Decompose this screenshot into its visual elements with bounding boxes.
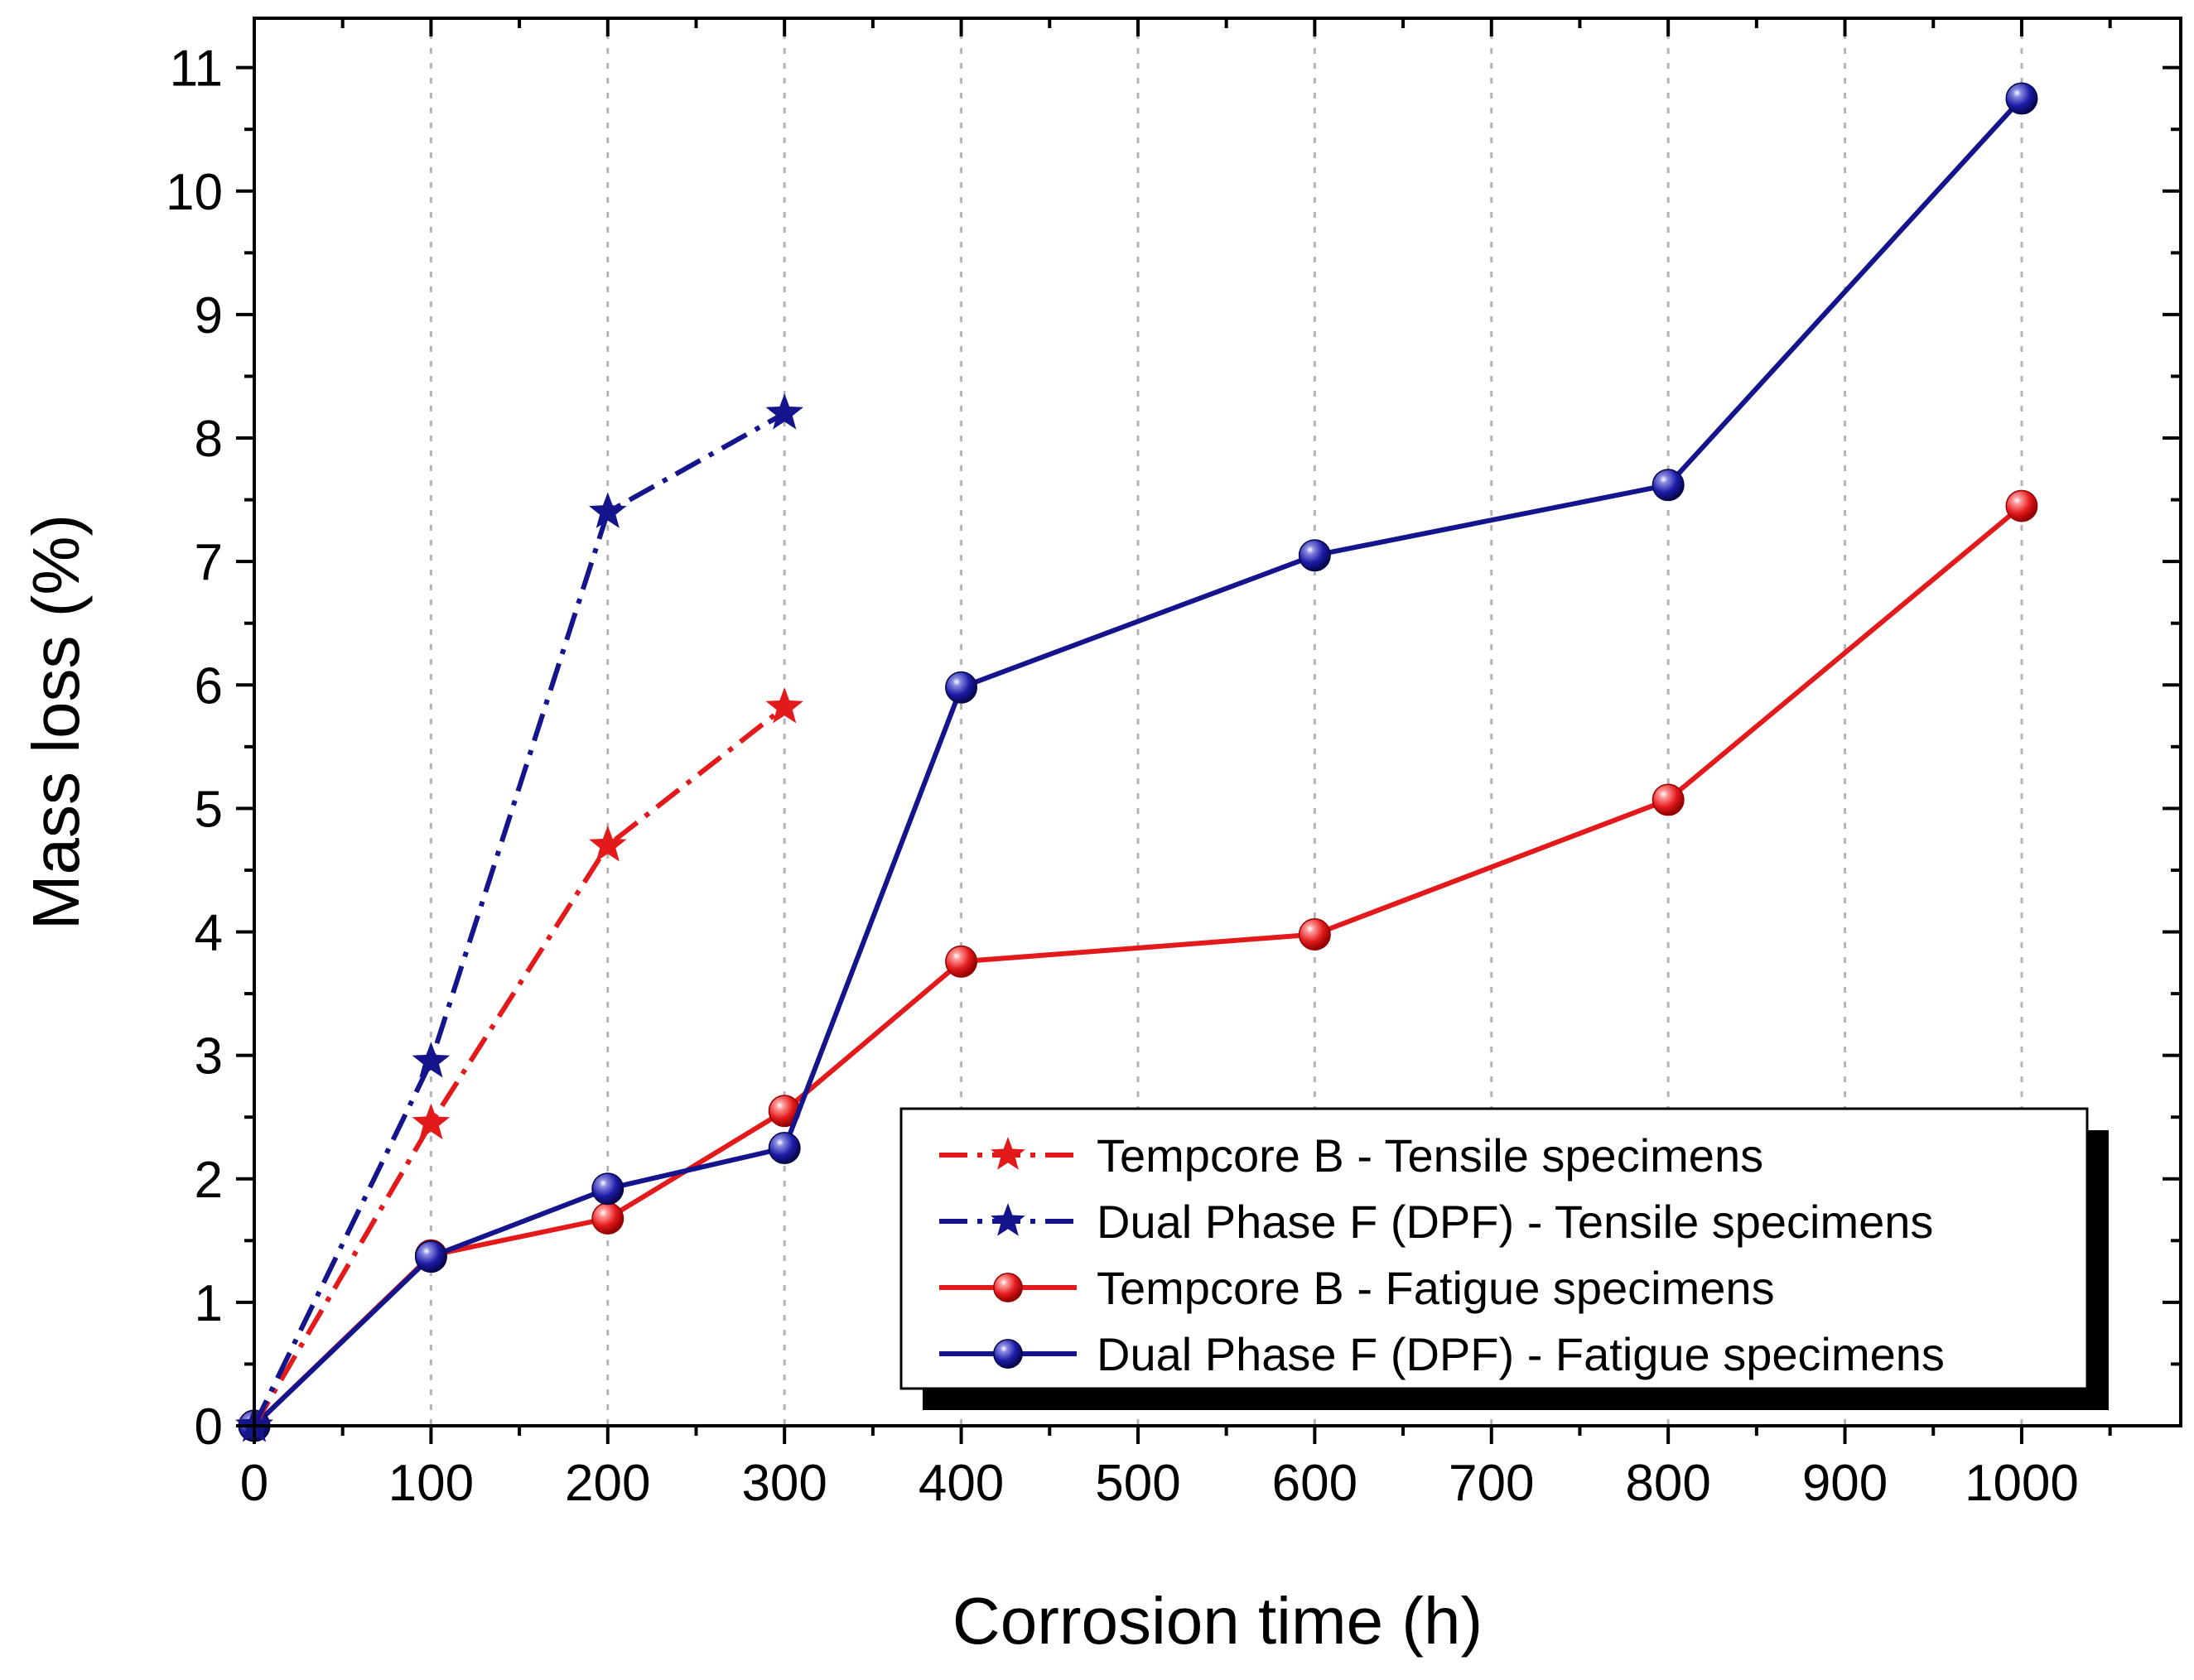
- y-tick-label: 11: [170, 41, 223, 98]
- series-line: [252, 503, 2023, 1428]
- sphere-marker: [414, 1240, 447, 1273]
- sphere-marker: [993, 1339, 1023, 1369]
- x-tick-label: 400: [919, 1455, 1004, 1512]
- legend-item: Tempcore B - Tensile specimens: [939, 1129, 1763, 1182]
- sphere-marker: [591, 1172, 624, 1206]
- legend-item: Tempcore B - Fatigue specimens: [939, 1262, 1775, 1314]
- series-line: [252, 411, 786, 1427]
- star-marker: [991, 1137, 1025, 1170]
- x-axis-title: Corrosion time (h): [952, 1584, 1483, 1658]
- x-tick-label: 800: [1625, 1455, 1710, 1512]
- x-tick-label: 600: [1272, 1455, 1357, 1512]
- star-marker: [589, 826, 627, 862]
- legend-item: Dual Phase F (DPF) - Tensile specimens: [939, 1196, 1933, 1248]
- legend-label: Dual Phase F (DPF) - Fatigue specimens: [1097, 1328, 1945, 1380]
- star-marker: [765, 393, 803, 430]
- y-tick-label: 1: [195, 1275, 223, 1332]
- series-1: [235, 687, 803, 1442]
- y-tick-label: 6: [195, 657, 223, 715]
- legend-box: [899, 1107, 2089, 1390]
- series-line: [252, 705, 787, 1427]
- legend: Tempcore B - Tensile specimens Dual Phase…: [899, 1107, 2109, 1410]
- sphere-marker: [993, 1273, 1023, 1302]
- axis-ticks: 0 100 200 300 400 500 600 700 800 900 1000 0 1 2 3 4 5 6 7…: [19, 18, 2181, 1658]
- x-tick-label: 1000: [1965, 1455, 2079, 1512]
- series-line: [252, 96, 2024, 1428]
- sphere-marker: [2005, 82, 2038, 115]
- sphere-marker: [2005, 489, 2038, 522]
- plot-frame: [253, 17, 2182, 1427]
- sphere-marker: [1652, 469, 1685, 502]
- sphere-marker: [945, 671, 978, 704]
- y-tick-label: 7: [195, 534, 223, 591]
- sphere-marker: [768, 1132, 801, 1164]
- series-2: [235, 393, 803, 1442]
- grid: [429, 18, 2023, 1426]
- series-layer: [235, 82, 2038, 1442]
- star-marker: [412, 1103, 451, 1140]
- y-tick-label: 8: [195, 411, 223, 468]
- y-tick-label: 5: [195, 781, 223, 838]
- y-tick-label: 9: [195, 287, 223, 344]
- axes-frame: [253, 17, 2182, 1427]
- sphere-marker: [591, 1202, 624, 1235]
- sphere-marker: [1298, 918, 1331, 951]
- y-tick-label: 4: [195, 905, 223, 962]
- x-tick-label: 0: [240, 1455, 268, 1512]
- legend-label: Dual Phase F (DPF) - Tensile specimens: [1097, 1196, 1933, 1248]
- sphere-marker: [1652, 783, 1685, 816]
- x-tick-label: 500: [1095, 1455, 1180, 1512]
- star-marker: [589, 492, 627, 528]
- legend-label: Tempcore B - Fatigue specimens: [1097, 1262, 1775, 1314]
- y-axis-title: Mass loss (%): [19, 514, 93, 930]
- star-marker: [412, 1042, 451, 1078]
- sphere-marker: [1298, 539, 1331, 572]
- x-tick-label: 200: [565, 1455, 650, 1512]
- y-tick-label: 2: [195, 1152, 223, 1209]
- y-tick-label: 3: [195, 1028, 223, 1086]
- x-tick-label: 300: [741, 1455, 827, 1512]
- legend-label: Tempcore B - Tensile specimens: [1097, 1129, 1763, 1182]
- star-marker: [765, 687, 803, 724]
- y-tick-label: 10: [166, 164, 223, 221]
- x-tick-label: 100: [388, 1455, 474, 1512]
- x-tick-label: 700: [1449, 1455, 1534, 1512]
- y-tick-label: 0: [195, 1398, 223, 1456]
- sphere-marker: [945, 945, 978, 978]
- x-tick-label: 900: [1802, 1455, 1888, 1512]
- legend-item: Dual Phase F (DPF) - Fatigue specimens: [939, 1328, 1945, 1380]
- star-marker: [991, 1203, 1025, 1236]
